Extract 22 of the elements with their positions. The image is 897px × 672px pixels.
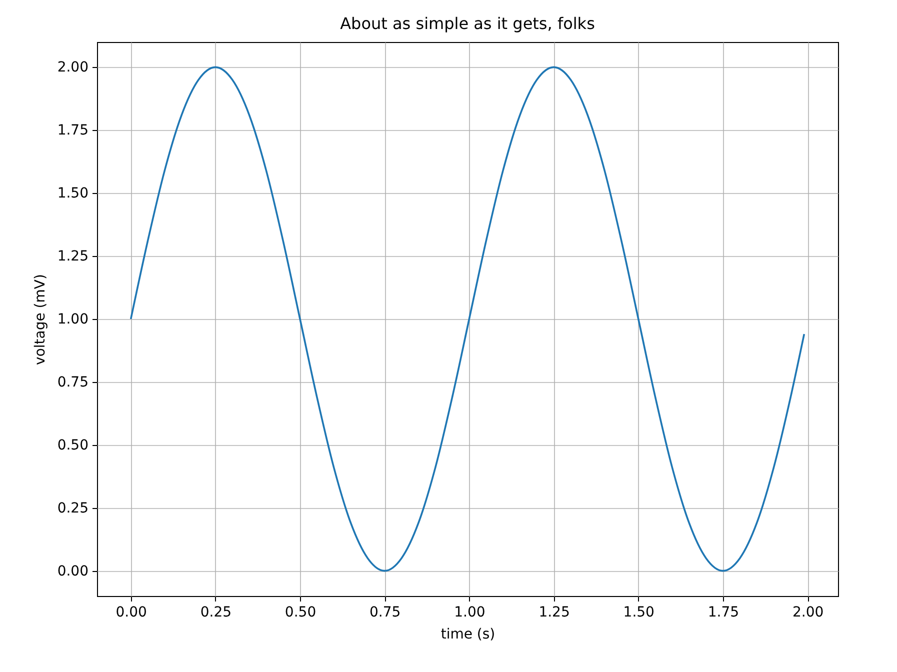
x-tick-label: 2.00 — [792, 604, 824, 620]
y-tick-label: 1.75 — [57, 122, 88, 139]
y-tick-label: 0.75 — [57, 374, 88, 390]
x-tick-label: 0.50 — [284, 604, 316, 620]
y-tick-label: 2.00 — [57, 60, 88, 76]
x-tick-label: 0.00 — [116, 604, 147, 620]
x-tick-label: 1.75 — [708, 604, 740, 620]
x-tick-label: 0.75 — [370, 604, 401, 620]
y-tick-label: 1.50 — [57, 186, 88, 202]
chart-title: About as simple as it gets, folks — [340, 14, 595, 33]
x-tick-label: 1.25 — [538, 604, 570, 620]
x-tick-label: 1.00 — [454, 604, 486, 620]
y-axis-title: voltage (mV) — [32, 274, 48, 365]
x-axis-title: time (s) — [440, 626, 496, 642]
x-tick-label: 1.50 — [623, 604, 654, 620]
x-tick-label: 0.25 — [200, 604, 232, 620]
y-tick-label: 1.25 — [57, 248, 88, 265]
y-tick-label: 0.25 — [57, 500, 88, 516]
y-tick-label: 1.00 — [57, 312, 88, 328]
y-tick-label: 0.50 — [57, 437, 88, 454]
line-series — [130, 66, 806, 572]
y-tick-label: 0.00 — [57, 563, 88, 580]
